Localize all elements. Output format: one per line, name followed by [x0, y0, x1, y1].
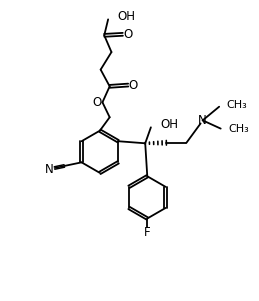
Text: N: N [45, 163, 53, 176]
Text: O: O [92, 96, 102, 109]
Text: O: O [123, 28, 133, 41]
Text: N: N [198, 114, 207, 127]
Text: CH₃: CH₃ [226, 100, 247, 110]
Text: OH: OH [117, 10, 135, 23]
Text: OH: OH [160, 118, 178, 131]
Text: O: O [129, 79, 138, 92]
Text: F: F [144, 226, 150, 239]
Text: CH₃: CH₃ [228, 124, 249, 134]
